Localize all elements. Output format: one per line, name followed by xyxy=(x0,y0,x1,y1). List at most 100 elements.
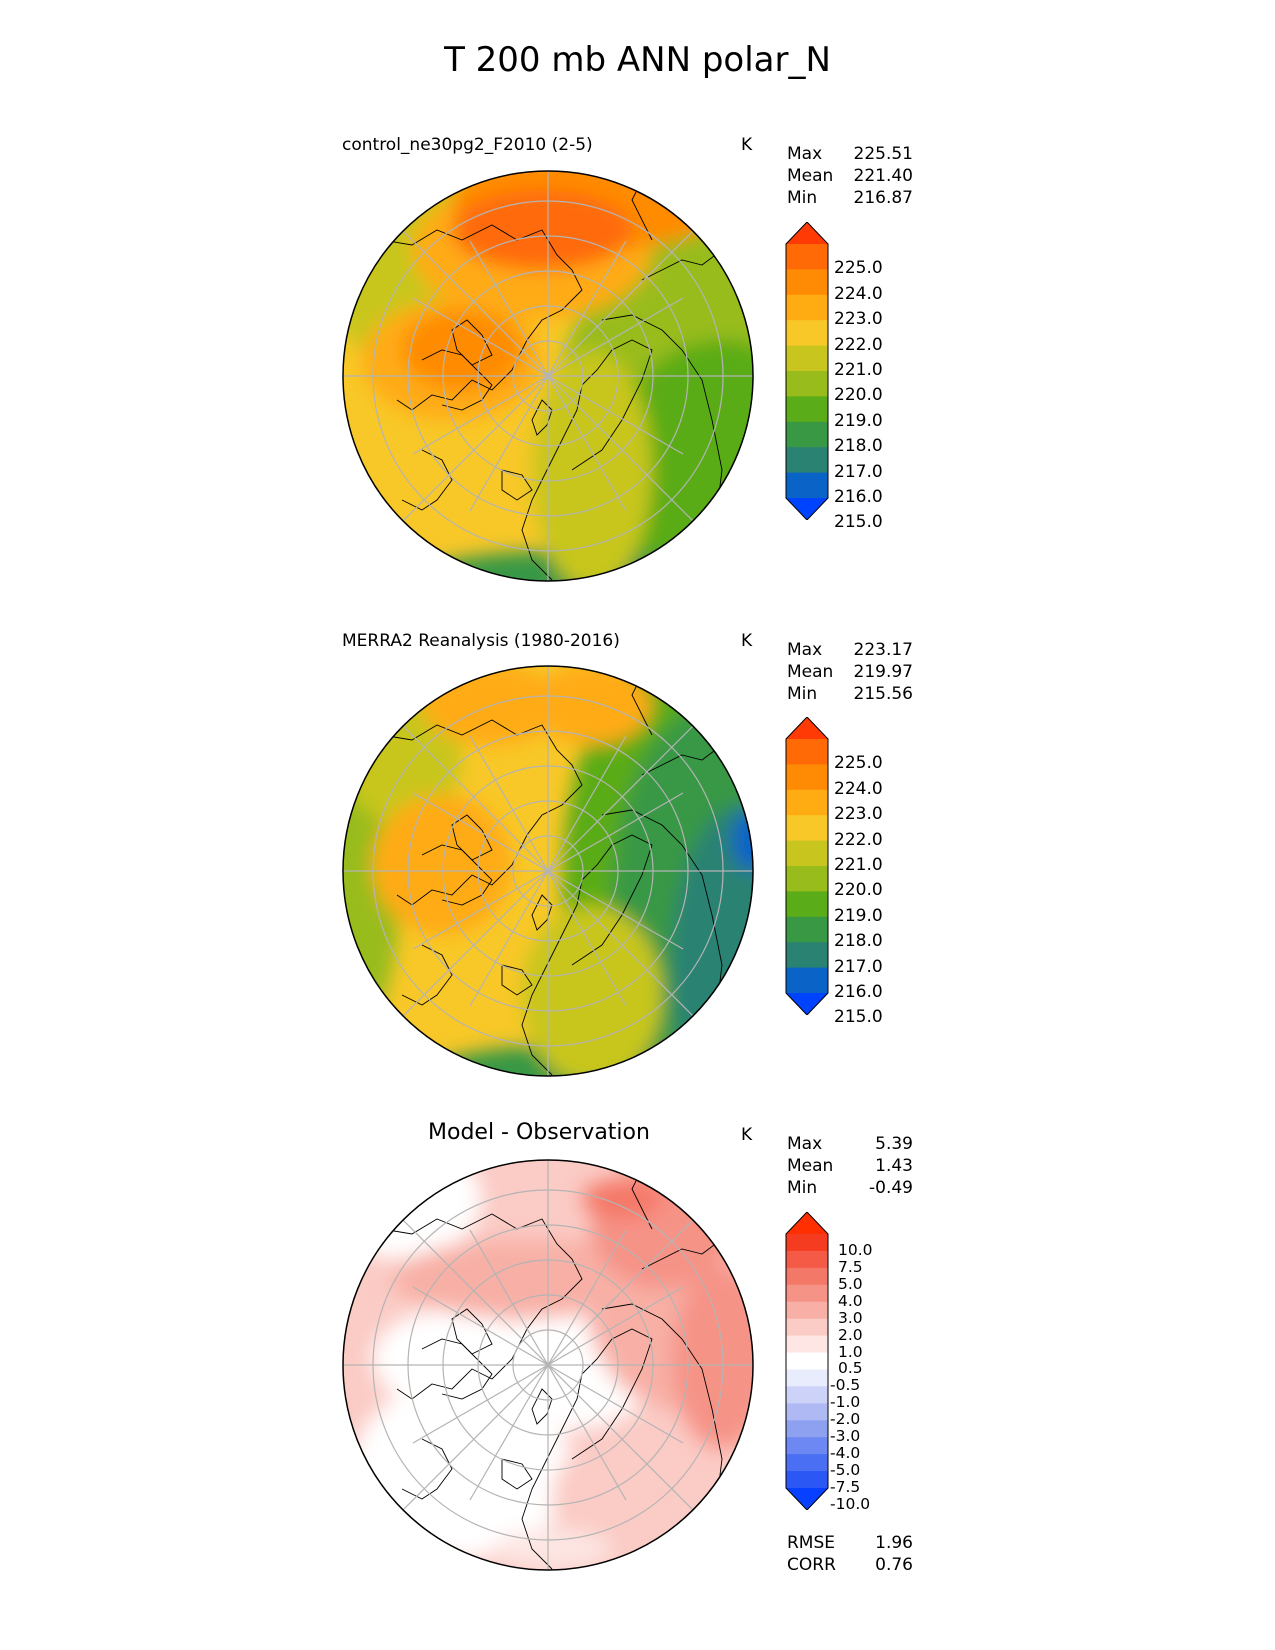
map-boundary xyxy=(342,1159,754,1571)
colorbar-band xyxy=(786,1437,828,1455)
polar-map xyxy=(342,170,754,582)
colorbar-extend-min xyxy=(786,1488,828,1510)
colorbar-tick-label: -7.5 xyxy=(830,1478,861,1496)
colorbar xyxy=(785,222,829,520)
colorbar-tick-label: 220.0 xyxy=(834,385,883,406)
colorbar-tick-label: 221.0 xyxy=(834,855,883,875)
colorbar-tick-label: -5.0 xyxy=(830,1461,861,1480)
colorbar-tick-label: 0.5 xyxy=(838,1359,863,1378)
colorbar-band xyxy=(786,1454,828,1472)
colorbar-outline xyxy=(785,717,829,1015)
metric-label: RMSE xyxy=(787,1533,836,1553)
colorbar-tick-label: 217.0 xyxy=(834,956,883,977)
colorbar-band xyxy=(786,942,828,969)
colorbar-band xyxy=(786,1301,828,1320)
colorbar xyxy=(785,1212,829,1510)
colorbar-band xyxy=(786,244,828,270)
colorbar-outline xyxy=(785,222,829,520)
colorbar-band xyxy=(786,1284,828,1303)
colorbar-tick-label: 1.0 xyxy=(838,1342,863,1361)
colorbar-extend-max xyxy=(786,1212,828,1234)
colorbar-tick-label: 224.0 xyxy=(834,283,883,304)
colorbar-band xyxy=(786,447,828,474)
stat-label: Mean xyxy=(787,662,834,682)
stat-label: Min xyxy=(787,1178,818,1198)
colorbar-band xyxy=(786,1471,828,1489)
map-boundary xyxy=(342,665,754,1077)
colorbar-band xyxy=(786,345,828,372)
colorbar xyxy=(785,717,829,1015)
colorbar-band xyxy=(786,1420,828,1438)
colorbar-tick-label: 2.0 xyxy=(838,1325,863,1344)
colorbar-band xyxy=(786,967,828,994)
stat-value: 215.56 xyxy=(853,684,913,704)
colorbar-band xyxy=(786,472,828,499)
colorbar-tick-label: 221.0 xyxy=(834,360,883,380)
colorbar-outline xyxy=(785,1212,829,1510)
colorbar-band xyxy=(786,421,828,448)
colorbar-band xyxy=(786,269,828,296)
stat-label: Min xyxy=(787,188,818,208)
colorbar-band xyxy=(786,1386,828,1404)
colorbar-tick-label: 222.0 xyxy=(834,334,883,355)
stat-value: 225.51 xyxy=(853,144,913,164)
colorbar-tick-label: 5.0 xyxy=(838,1274,863,1293)
panel-title: Model - Observation xyxy=(428,1120,650,1145)
colorbar-tick-label: 225.0 xyxy=(834,258,883,279)
colorbar-band xyxy=(786,1234,828,1252)
colorbar-band xyxy=(786,1335,828,1354)
colorbar-tick-label: 216.0 xyxy=(834,487,883,507)
polar-map xyxy=(342,665,754,1077)
colorbar-tick-label: 3.0 xyxy=(838,1308,863,1327)
colorbar-tick-label: -2.0 xyxy=(830,1410,861,1429)
colorbar-band xyxy=(786,789,828,816)
colorbar-tick-label: 215.0 xyxy=(834,512,883,533)
colorbar-tick-label: 218.0 xyxy=(834,931,883,952)
metrics-block: RMSE 1.96 CORR 0.76 xyxy=(787,1532,913,1576)
colorbar-band xyxy=(786,1250,828,1269)
colorbar-extend-min xyxy=(786,993,828,1015)
colorbar-band xyxy=(786,916,828,943)
stats-block: Max 5.39 Mean 1.43 Min -0.49 xyxy=(787,1133,913,1199)
stat-label: Max xyxy=(787,1134,823,1154)
metric-label: CORR xyxy=(787,1555,836,1575)
colorbar-tick-label: 220.0 xyxy=(834,880,883,901)
colorbar-band xyxy=(786,840,828,867)
units-label: K xyxy=(741,631,753,651)
colorbar-extend-max xyxy=(786,222,828,244)
stats-block: Max 225.51 Mean 221.40 Min 216.87 xyxy=(787,143,913,209)
figure-title: T 200 mb ANN polar_N xyxy=(444,40,831,80)
stat-value: 219.97 xyxy=(853,662,913,682)
colorbar-tick-label: 215.0 xyxy=(834,1007,883,1028)
gridlines xyxy=(343,1160,753,1570)
stat-value: 5.39 xyxy=(875,1134,913,1154)
panel-title: control_ne30pg2_F2010 (2-5) xyxy=(342,135,593,155)
stat-value: 216.87 xyxy=(853,188,913,208)
colorbar-band xyxy=(786,371,828,397)
colorbar-band xyxy=(786,396,828,423)
units-label: K xyxy=(741,1125,753,1145)
colorbar-band xyxy=(786,1403,828,1421)
units-label: K xyxy=(741,135,753,155)
colorbar-tick-label: 217.0 xyxy=(834,461,883,482)
stat-value: 223.17 xyxy=(853,640,913,660)
stat-value: -0.49 xyxy=(869,1178,913,1198)
colorbar-tick-label: 222.0 xyxy=(834,829,883,850)
stat-label: Max xyxy=(787,144,823,164)
colorbar-tick-label: -10.0 xyxy=(830,1494,871,1513)
stat-label: Mean xyxy=(787,1156,834,1176)
colorbar-tick-label: 7.5 xyxy=(838,1257,863,1276)
colorbar-band xyxy=(786,739,828,765)
colorbar-tick-label: 225.0 xyxy=(834,753,883,774)
colorbar-tick-label: -4.0 xyxy=(830,1444,861,1463)
metric-value: 1.96 xyxy=(875,1533,913,1553)
colorbar-tick-label: 216.0 xyxy=(834,982,883,1002)
stat-label: Max xyxy=(787,640,823,660)
colorbar-band xyxy=(786,320,828,347)
colorbar-tick-label: -3.0 xyxy=(830,1427,861,1446)
metric-value: 0.76 xyxy=(875,1555,913,1575)
colorbar-tick-label: -1.0 xyxy=(830,1393,861,1412)
stat-label: Min xyxy=(787,684,818,704)
colorbar-band xyxy=(786,294,828,321)
colorbar-band xyxy=(786,866,828,892)
